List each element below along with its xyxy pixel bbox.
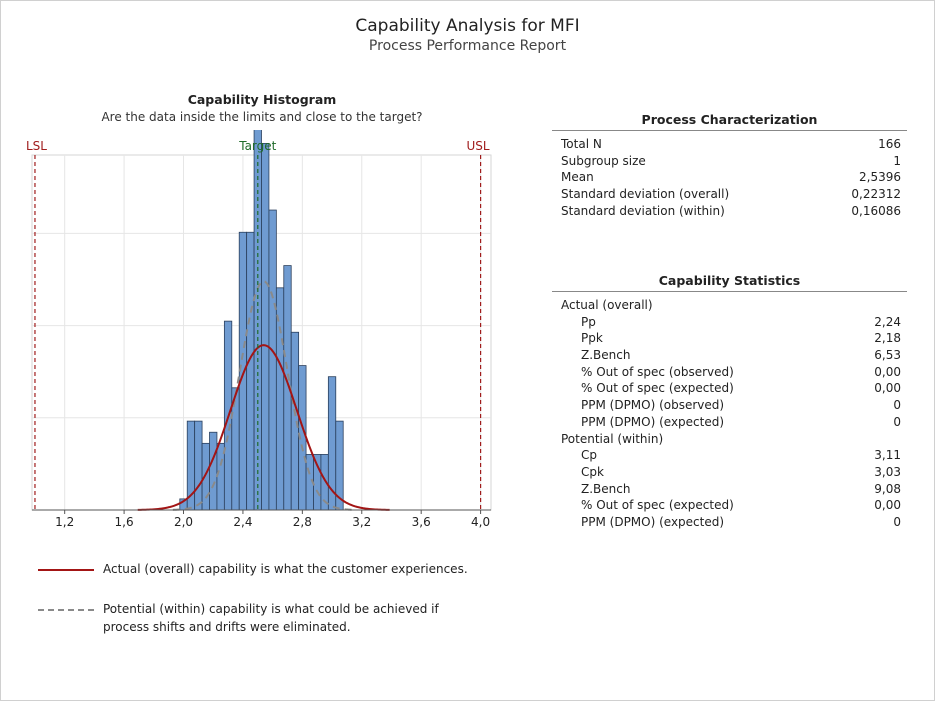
cs-row: % Out of spec (expected) 0,00 bbox=[552, 497, 907, 514]
pc-label: Standard deviation (overall) bbox=[561, 187, 730, 202]
cs-group-label: Actual (overall) bbox=[561, 298, 653, 312]
legend-actual-text: Actual (overall) capability is what the … bbox=[103, 562, 468, 576]
legend-actual-swatch bbox=[38, 569, 94, 571]
cs-value: 3,03 bbox=[874, 464, 901, 479]
x-tick-label: 3,6 bbox=[412, 515, 431, 529]
cs-group-header: Actual (overall) bbox=[552, 297, 907, 314]
pc-value: 166 bbox=[878, 137, 901, 151]
cs-label: PPM (DPMO) (expected) bbox=[581, 414, 725, 429]
x-tick-label: 1,6 bbox=[115, 515, 134, 529]
histogram-subtitle: Are the data inside the limits and close… bbox=[101, 110, 423, 124]
cs-value: 6,53 bbox=[874, 348, 901, 363]
pc-value: 1 bbox=[893, 153, 901, 168]
histogram-bar bbox=[201, 442, 210, 511]
cs-value: 0,00 bbox=[874, 381, 901, 396]
report-subtitle: Process Performance Report bbox=[368, 38, 567, 54]
process-characterization-panel: Process Characterization Total N 166 Subg… bbox=[552, 112, 907, 219]
x-tick-label: 4,0 bbox=[471, 515, 490, 529]
pc-label: Subgroup size bbox=[561, 153, 646, 168]
actual-overall-curve bbox=[137, 344, 390, 511]
cs-label: % Out of spec (observed) bbox=[581, 364, 734, 379]
usl-label: USL bbox=[467, 139, 490, 153]
cs-row: Z.Bench 9,08 bbox=[552, 481, 907, 498]
cs-value: 0 bbox=[893, 398, 901, 413]
cs-row: PPM (DPMO) (expected) 0 bbox=[552, 414, 907, 431]
pc-label: Standard deviation (within) bbox=[561, 203, 725, 218]
pc-value: 0,22312 bbox=[851, 187, 901, 202]
histogram-bar bbox=[194, 420, 203, 511]
capability-statistics-title: Capability Statistics bbox=[552, 273, 907, 292]
cs-label: Pp bbox=[581, 314, 596, 329]
cs-group-header: Potential (within) bbox=[552, 431, 907, 448]
cs-label: % Out of spec (expected) bbox=[581, 498, 734, 513]
legend-potential-text-1: Potential (within) capability is what co… bbox=[103, 602, 439, 616]
cs-label: Cpk bbox=[581, 464, 604, 479]
cs-value: 0,00 bbox=[874, 364, 901, 379]
cs-row: Cp 3,11 bbox=[552, 447, 907, 464]
cs-value: 2,24 bbox=[874, 314, 901, 329]
histogram-bar bbox=[313, 454, 322, 511]
legend-potential-text-2: process shifts and drifts were eliminate… bbox=[103, 620, 351, 634]
cs-row: Pp 2,24 bbox=[552, 314, 907, 331]
cs-label: Z.Bench bbox=[581, 348, 631, 363]
target-label: Target bbox=[238, 139, 276, 153]
x-tick-label: 2,0 bbox=[174, 515, 193, 529]
cs-row: PPM (DPMO) (expected) 0 bbox=[552, 514, 907, 531]
cs-row: PPM (DPMO) (observed) 0 bbox=[552, 397, 907, 414]
cs-row: % Out of spec (observed) 0,00 bbox=[552, 364, 907, 381]
cs-value: 0 bbox=[893, 414, 901, 429]
cs-group-label: Potential (within) bbox=[561, 431, 664, 446]
cs-label: Cp bbox=[581, 448, 597, 463]
cs-value: 3,11 bbox=[874, 448, 901, 463]
cs-row: Ppk 2,18 bbox=[552, 330, 907, 347]
x-tick-label: 1,2 bbox=[55, 515, 74, 529]
pc-value: 2,5396 bbox=[859, 170, 901, 185]
cs-label: Z.Bench bbox=[581, 481, 631, 496]
pc-label: Mean bbox=[561, 170, 594, 185]
cs-label: PPM (DPMO) (expected) bbox=[581, 514, 725, 529]
process-characterization-title: Process Characterization bbox=[552, 112, 907, 131]
x-tick-label: 2,8 bbox=[293, 515, 312, 529]
pc-row: Subgroup size 1 bbox=[552, 153, 907, 170]
cs-label: Ppk bbox=[581, 331, 603, 346]
histogram-bar bbox=[209, 431, 218, 511]
pc-label: Total N bbox=[561, 137, 602, 151]
potential-within-curve bbox=[172, 280, 355, 511]
pc-row: Mean 2,5396 bbox=[552, 169, 907, 186]
lsl-label: LSL bbox=[26, 139, 47, 153]
cs-value: 9,08 bbox=[874, 481, 901, 496]
x-tick-label: 2,4 bbox=[233, 515, 252, 529]
cs-row: Z.Bench 6,53 bbox=[552, 347, 907, 364]
cs-value: 0 bbox=[893, 514, 901, 529]
histogram-bar bbox=[246, 231, 255, 511]
pc-row: Standard deviation (overall) 0,22312 bbox=[552, 186, 907, 203]
pc-row: Standard deviation (within) 0,16086 bbox=[552, 203, 907, 220]
capability-histogram: LSL Target USL 1,2 1,6 2,0 2,4 2,8 3,2 3,6 4,0 bbox=[26, 130, 492, 529]
pc-row: Total N 166 bbox=[552, 136, 907, 153]
cs-label: % Out of spec (expected) bbox=[581, 381, 734, 396]
histogram-title: Capability Histogram bbox=[187, 92, 337, 107]
x-tick-label: 3,2 bbox=[352, 515, 371, 529]
cs-row: Cpk 3,03 bbox=[552, 464, 907, 481]
legend-potential-swatch bbox=[38, 609, 94, 611]
histogram-bar bbox=[268, 209, 277, 511]
cs-label: PPM (DPMO) (observed) bbox=[581, 398, 725, 413]
cs-row: % Out of spec (expected) 0,00 bbox=[552, 380, 907, 397]
cs-value: 0,00 bbox=[874, 498, 901, 513]
histogram-bar bbox=[261, 142, 270, 511]
pc-value: 0,16086 bbox=[851, 203, 901, 218]
cs-value: 2,18 bbox=[874, 331, 901, 346]
report-title: Capability Analysis for MFI bbox=[355, 16, 580, 36]
capability-statistics-panel: Capability Statistics Actual (overall) P… bbox=[552, 273, 907, 531]
